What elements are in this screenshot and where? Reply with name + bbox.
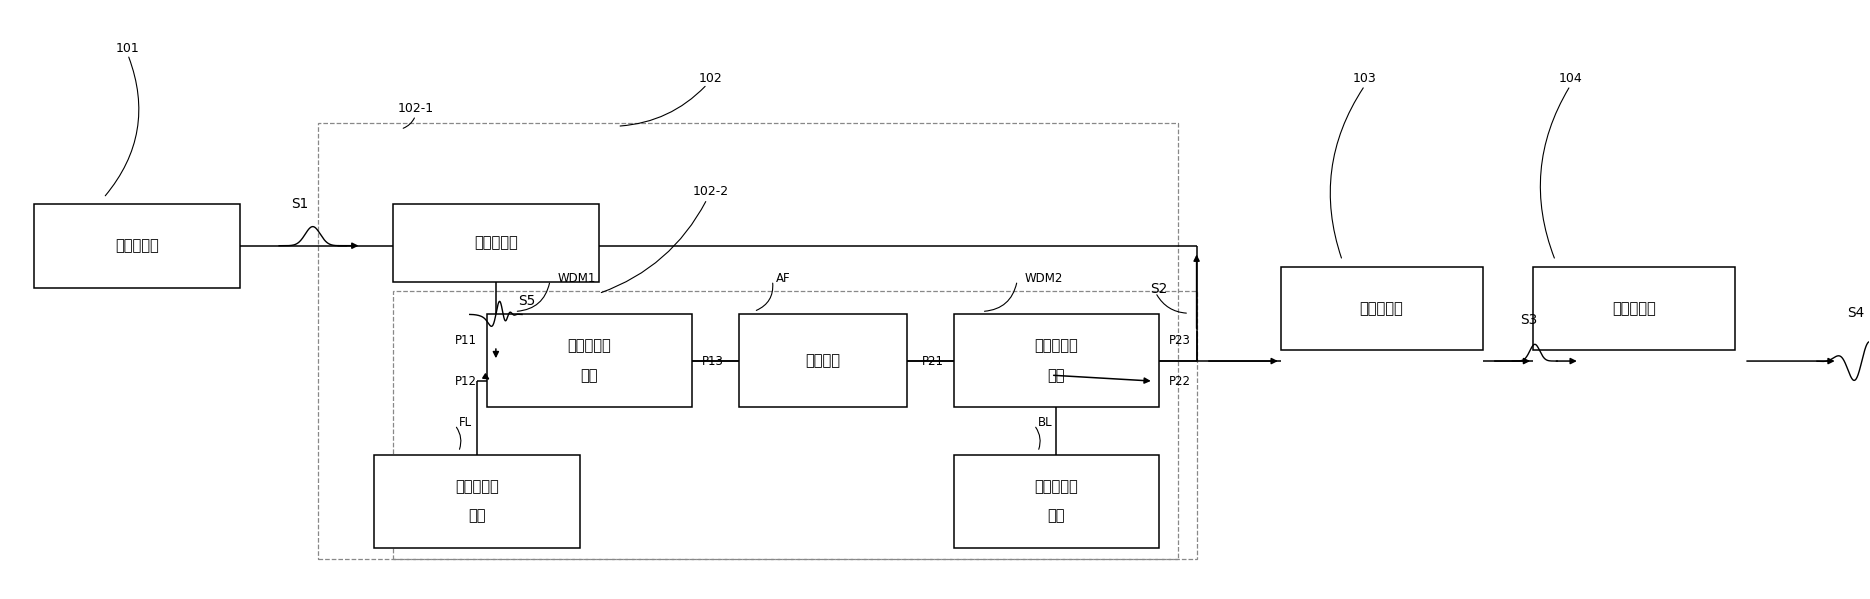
Text: 101: 101 xyxy=(116,42,140,55)
Text: 用器: 用器 xyxy=(1047,368,1066,383)
Text: 脉冲压缩器: 脉冲压缩器 xyxy=(1612,301,1655,316)
FancyBboxPatch shape xyxy=(739,314,907,407)
Text: P21: P21 xyxy=(922,355,944,368)
FancyBboxPatch shape xyxy=(34,204,239,288)
Text: 光源: 光源 xyxy=(1047,509,1066,524)
Text: WDM2: WDM2 xyxy=(1025,272,1062,285)
Text: 后置泵浦激: 后置泵浦激 xyxy=(1034,479,1079,494)
Text: P13: P13 xyxy=(701,355,724,368)
Text: AF: AF xyxy=(776,272,791,285)
Text: P11: P11 xyxy=(454,334,477,347)
Text: 102: 102 xyxy=(699,72,722,85)
Text: S2: S2 xyxy=(1150,282,1169,297)
Text: P22: P22 xyxy=(1169,374,1191,388)
Text: 种子激光源: 种子激光源 xyxy=(116,238,159,253)
Text: 103: 103 xyxy=(1352,72,1376,85)
Text: 光源: 光源 xyxy=(469,509,486,524)
Text: S3: S3 xyxy=(1520,313,1537,328)
Text: 102-1: 102-1 xyxy=(398,102,434,115)
Text: S5: S5 xyxy=(518,294,535,308)
FancyBboxPatch shape xyxy=(1533,267,1735,350)
FancyBboxPatch shape xyxy=(954,455,1159,547)
FancyBboxPatch shape xyxy=(1281,267,1483,350)
Text: 104: 104 xyxy=(1558,72,1582,85)
Text: 102-2: 102-2 xyxy=(692,186,729,198)
Text: P23: P23 xyxy=(1169,334,1191,347)
Text: 色散补偿器: 色散补偿器 xyxy=(1359,301,1404,316)
FancyBboxPatch shape xyxy=(393,204,598,282)
Text: WDM1: WDM1 xyxy=(557,272,597,285)
Text: FL: FL xyxy=(458,416,471,428)
Text: 脉冲啁啾器: 脉冲啁啾器 xyxy=(473,235,518,250)
Text: 第二波分复: 第二波分复 xyxy=(1034,338,1079,353)
FancyBboxPatch shape xyxy=(954,314,1159,407)
Text: 用器: 用器 xyxy=(580,368,598,383)
FancyBboxPatch shape xyxy=(374,455,580,547)
FancyBboxPatch shape xyxy=(486,314,692,407)
Text: 第一波分复: 第一波分复 xyxy=(567,338,611,353)
Text: S1: S1 xyxy=(292,197,309,211)
Text: BL: BL xyxy=(1038,416,1053,428)
Text: 增益光纤: 增益光纤 xyxy=(806,353,840,368)
Text: S4: S4 xyxy=(1848,306,1864,320)
Text: P12: P12 xyxy=(454,374,477,388)
Text: 前置泵浦激: 前置泵浦激 xyxy=(454,479,499,494)
